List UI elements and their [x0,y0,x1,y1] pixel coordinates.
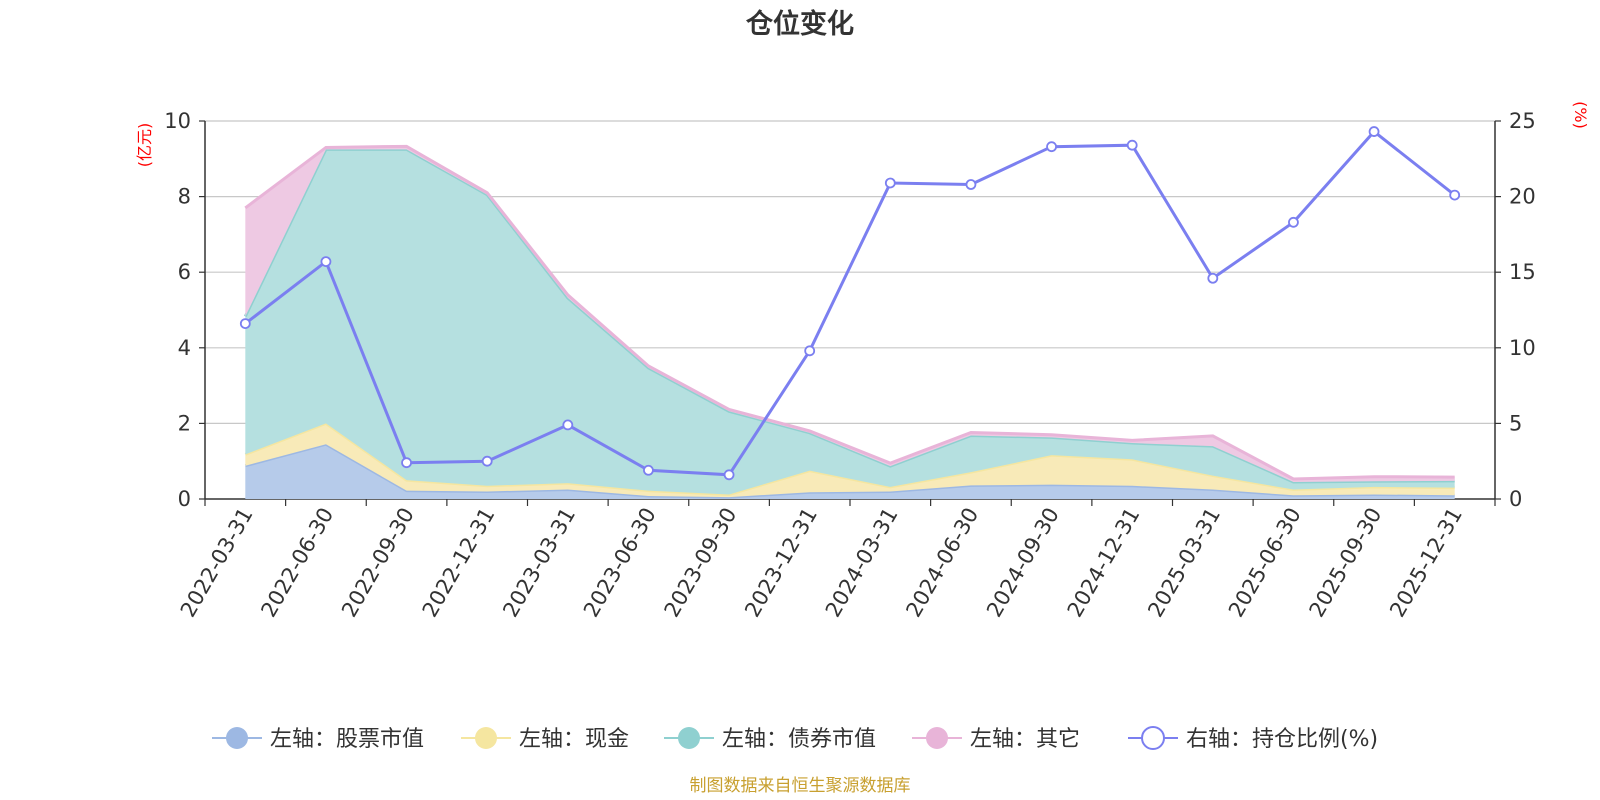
ratio-point [1449,189,1461,201]
area-fill [245,423,1455,498]
x-tick-label: 2024-09-30 [982,504,1064,622]
area-fill [245,149,1455,495]
ratio-point [1368,126,1380,137]
legend-swatch-dot [926,727,948,749]
x-tick-label: 2023-12-31 [740,504,822,622]
right-tick-label: 20 [1509,185,1536,209]
left-tick-label: 10 [164,109,191,133]
ratio-point [643,464,654,476]
ratio-point [562,419,574,431]
legend-label: 左轴：股票市值 [270,727,424,752]
legend-label: 左轴：现金 [519,727,629,752]
left-tick-label: 2 [178,411,191,435]
ratio-point [965,179,977,190]
right-tick-label: 5 [1509,411,1522,435]
left-tick-label: 6 [178,260,191,284]
data-source-note: 制图数据来自恒生聚源数据库 [690,776,911,796]
x-tick-label: 2025-09-30 [1305,504,1387,622]
ratio-point [401,457,412,469]
area-top-line [244,144,1455,481]
ratio-point [804,345,816,357]
ratio-point [1207,272,1219,284]
x-tick-label: 2025-12-31 [1385,504,1467,622]
legend-label: 左轴：债券市值 [722,727,876,752]
x-tick-label: 2022-09-30 [337,504,419,622]
right-tick-label: 25 [1509,109,1536,133]
area-fill [245,444,1455,499]
x-tick-label: 2025-06-30 [1224,504,1306,622]
x-tick-label: 2022-12-31 [418,504,500,622]
right-tick-label: 15 [1509,260,1536,284]
legend-label: 左轴：其它 [970,727,1080,752]
x-tick-label: 2022-03-31 [176,504,258,622]
right-tick-label: 0 [1509,487,1522,511]
left-tick-label: 8 [178,185,191,209]
ratio-point [1126,139,1138,151]
chart-title: 仓位变化 [745,8,854,40]
legend-swatch-dot [475,727,497,749]
legend-swatch-dot [1141,726,1165,750]
ratio-point [723,469,735,481]
ratio-line-layer [239,126,1461,481]
ratio-point [884,177,896,189]
ratio-point [1046,141,1057,153]
x-tick-label: 2023-09-30 [660,504,742,622]
x-tick-label: 2025-03-31 [1143,504,1225,622]
left-tick-label: 0 [178,487,191,511]
x-tick-label: 2024-12-31 [1063,504,1145,622]
x-tick-label: 2023-06-30 [579,504,661,622]
legend-label: 右轴：持仓比例(%) [1186,727,1378,752]
ratio-point [1288,216,1299,228]
right-tick-label: 10 [1509,336,1536,360]
ratio-point [239,318,251,330]
x-tick-label: 2024-06-30 [901,504,983,622]
stacked-areas [243,144,1455,499]
ratio-point [320,256,332,268]
x-tick-label: 2022-06-30 [256,504,338,622]
right-axis-unit: (%) [1571,101,1590,129]
ratio-point [481,455,493,467]
left-tick-label: 4 [178,336,191,360]
legend-swatch-dot [226,727,248,749]
left-axis-unit: (亿元) [135,123,154,168]
legend-swatch-dot [678,727,700,749]
x-tick-label: 2023-03-31 [498,504,580,622]
x-tick-label: 2024-03-31 [821,504,903,622]
legend: 左轴：股票市值 左轴：现金 左轴：债券市值 左轴：其它 右轴：持仓比例(%) [212,726,1378,752]
ratio-line [244,129,1456,477]
